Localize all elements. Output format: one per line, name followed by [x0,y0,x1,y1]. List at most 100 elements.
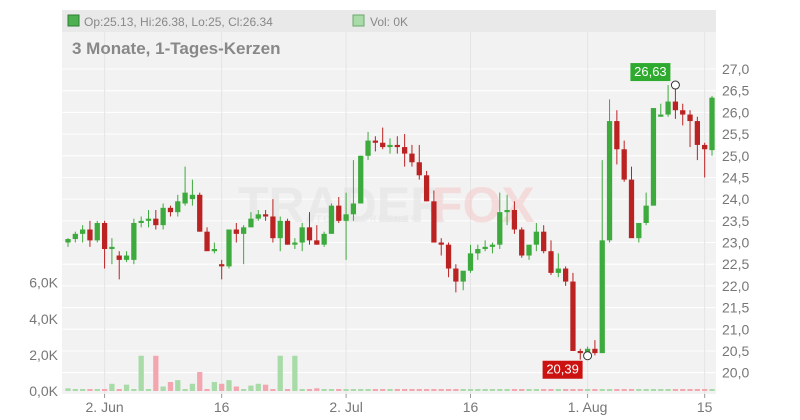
candle [277,216,283,252]
volume-bar [460,389,466,391]
candle [328,203,335,234]
volume-bar [467,389,474,391]
candle [160,203,166,230]
candle [548,240,554,276]
candle-body [431,201,437,243]
candle [680,103,686,126]
volume-bar [72,389,78,391]
volume-bar [328,389,335,391]
candle [694,116,700,161]
candle-body [175,201,181,213]
candle [453,264,459,293]
volume-bar [445,389,452,391]
candle-body [321,233,327,245]
candle-body [541,231,547,252]
volume-bar [643,389,649,391]
volume-bar [636,389,642,391]
candle-body [233,229,239,234]
candle [460,270,466,291]
candle-body [628,179,635,239]
candle [284,218,291,245]
candle-body [423,175,430,202]
volume-bar [416,389,422,391]
volume-bar [292,355,298,391]
volume-legend-text: Vol: 0K [370,15,408,29]
candle-body [72,233,78,240]
candle-body [658,114,664,117]
candle-body [680,110,686,115]
candle [131,218,137,265]
candle-body [94,223,100,241]
candle-body [621,149,627,180]
volume-bar [358,389,364,391]
candle-body [475,249,481,254]
candle [533,223,539,252]
candle [475,244,481,260]
candle [343,192,349,260]
price-tick-label: 21,5 [722,300,749,316]
candle-body [292,242,298,245]
candle [709,95,715,156]
volume-bar [709,389,715,391]
candle-body [80,229,86,234]
candle-body [533,231,539,245]
candle-body [687,114,693,122]
candle [387,138,393,154]
volume-bar [672,389,679,391]
candle-body [211,249,217,252]
ohlc-legend-square [67,14,80,27]
candle-body [189,194,196,200]
volume-bar [482,389,488,391]
candle [262,209,269,221]
candle-body [606,121,613,241]
candle [123,251,130,263]
price-tick-label: 24,5 [722,169,749,185]
candle-body [694,121,700,145]
ohlc-legend-text: Op:25.13, Hi:26.38, Lo:25, Cl:26.34 [84,15,273,29]
volume-bar [621,389,627,391]
time-tick-label: 2. Jun [86,399,124,415]
candle-body [460,270,466,282]
time-tick-label: 2. Jul [329,399,362,415]
volume-bar [284,389,291,391]
volume-bar [409,389,415,391]
candle-body [101,223,108,250]
candle [497,192,503,250]
volume-bar [497,389,503,391]
candle-body [350,203,357,215]
candle-body [153,218,159,226]
high-callout: 26,63 [630,63,680,90]
candle-body [665,101,671,115]
candle [211,242,217,254]
candle [233,223,239,243]
candle [292,238,298,250]
volume-bar [131,389,137,391]
candle-body [453,268,459,282]
candle-body [402,147,408,154]
volume-tick-label: 4,0K [29,311,58,327]
volume-bar [519,389,525,391]
candle-body [219,264,225,267]
volume-bar [372,389,378,391]
candle [702,142,708,178]
candle-body [570,281,576,351]
volume-bar [219,383,225,391]
price-tick-label: 22,5 [722,256,749,272]
volume-bar [453,389,459,391]
candle [628,166,635,239]
candle-body [262,214,269,217]
watermark-text-right: FOX [432,177,535,233]
candle [416,144,422,180]
candle [94,220,100,243]
volume-bar [241,389,247,391]
candle [197,192,203,232]
callout-label: 20,39 [546,362,579,377]
candle [577,348,583,360]
candle-body [643,205,649,223]
candle-body [445,244,452,269]
candle [643,192,649,226]
time-tick-label: 15 [697,399,713,415]
candle [87,220,93,247]
candle [599,160,605,354]
legend-bar [62,10,716,32]
